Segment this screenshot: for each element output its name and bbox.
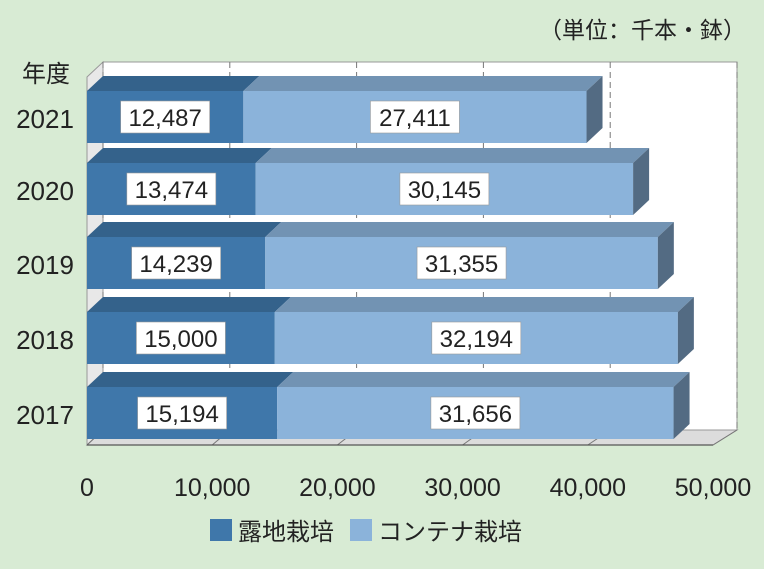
data-label: 31,355 xyxy=(425,251,498,278)
bar-side-face xyxy=(673,372,690,439)
data-label: 30,145 xyxy=(408,177,481,204)
legend-label: 露地栽培 xyxy=(238,518,334,546)
bar-top-face xyxy=(87,222,282,237)
unit-note: （単位：千本・鉢） xyxy=(539,18,746,44)
data-label-box xyxy=(416,246,507,280)
data-label: 13,474 xyxy=(135,177,208,204)
bar-top-face xyxy=(255,148,650,163)
x-tick-label: 40,000 xyxy=(550,474,626,502)
bar-top-face xyxy=(274,297,694,312)
data-label-box xyxy=(137,396,227,430)
category-label: 2019 xyxy=(16,250,74,280)
bar-top-face xyxy=(243,76,603,91)
legend-swatch xyxy=(350,519,372,541)
data-label-box xyxy=(120,100,210,134)
bar-top-face xyxy=(87,372,294,387)
data-label-box xyxy=(131,246,221,280)
legend-label: コンテナ栽培 xyxy=(378,518,522,546)
category-label: 2017 xyxy=(16,400,74,430)
bar-side-face xyxy=(633,148,650,215)
x-tick-label: 10,000 xyxy=(174,474,250,502)
data-label: 15,000 xyxy=(144,326,217,353)
data-label: 12,487 xyxy=(128,105,201,132)
bar-side-face xyxy=(677,297,694,364)
bar-top-face xyxy=(87,148,272,163)
bar-side-face xyxy=(586,76,603,143)
category-label: 2020 xyxy=(16,176,74,206)
y-axis-title: 年度 xyxy=(22,60,70,88)
data-label-box xyxy=(126,172,217,206)
data-label: 31,656 xyxy=(439,401,512,428)
data-label-box xyxy=(399,172,490,206)
bar-top-face xyxy=(265,222,674,237)
category-label: 2018 xyxy=(16,325,74,355)
bar-side-face xyxy=(657,222,674,289)
data-label: 32,194 xyxy=(440,326,513,353)
x-tick-label: 20,000 xyxy=(299,474,375,502)
x-tick-label: 50,000 xyxy=(675,474,751,502)
data-label-box xyxy=(431,321,522,355)
legend-swatch xyxy=(210,519,232,541)
floor-gridline xyxy=(712,429,738,446)
bar-top-face xyxy=(87,297,291,312)
data-label-box xyxy=(430,396,521,430)
x-tick-label: 30,000 xyxy=(424,474,500,502)
data-label-box xyxy=(136,321,226,355)
data-label: 14,239 xyxy=(139,251,212,278)
category-label: 2021 xyxy=(16,104,74,134)
bar-top-face xyxy=(87,76,260,91)
data-label: 15,194 xyxy=(145,401,218,428)
x-tick-label: 0 xyxy=(80,474,94,502)
data-label-box xyxy=(370,100,460,134)
bar-top-face xyxy=(277,372,690,387)
data-label: 27,411 xyxy=(379,105,451,132)
